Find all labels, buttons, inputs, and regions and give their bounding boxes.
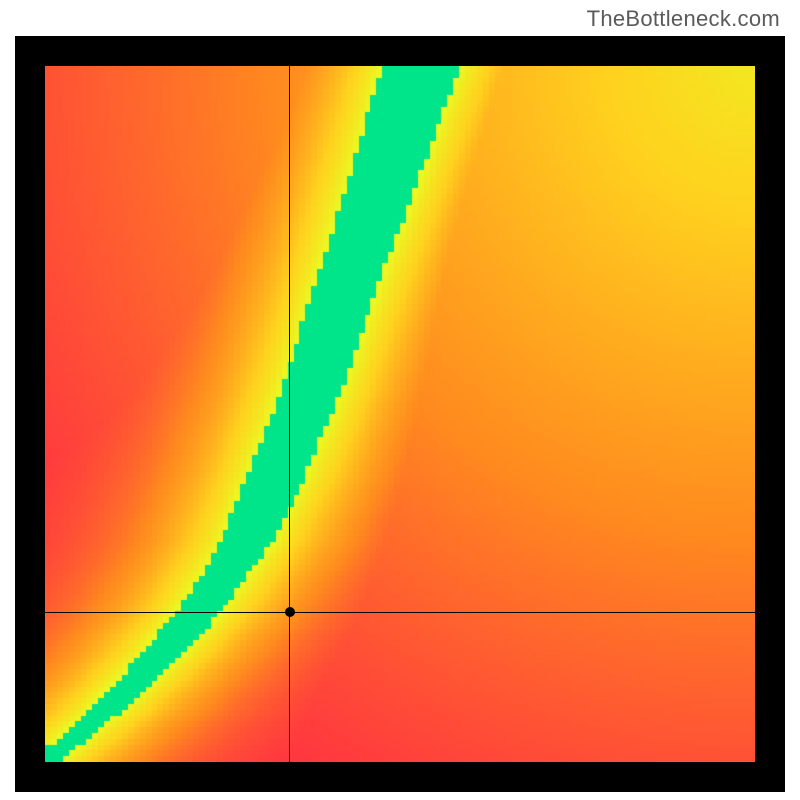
chart-container: TheBottleneck.com <box>0 0 800 800</box>
marker-point <box>285 607 295 617</box>
watermark-text: TheBottleneck.com <box>587 6 780 32</box>
crosshair-vertical <box>289 66 290 762</box>
crosshair-horizontal <box>45 612 755 613</box>
heatmap-canvas <box>45 66 755 762</box>
